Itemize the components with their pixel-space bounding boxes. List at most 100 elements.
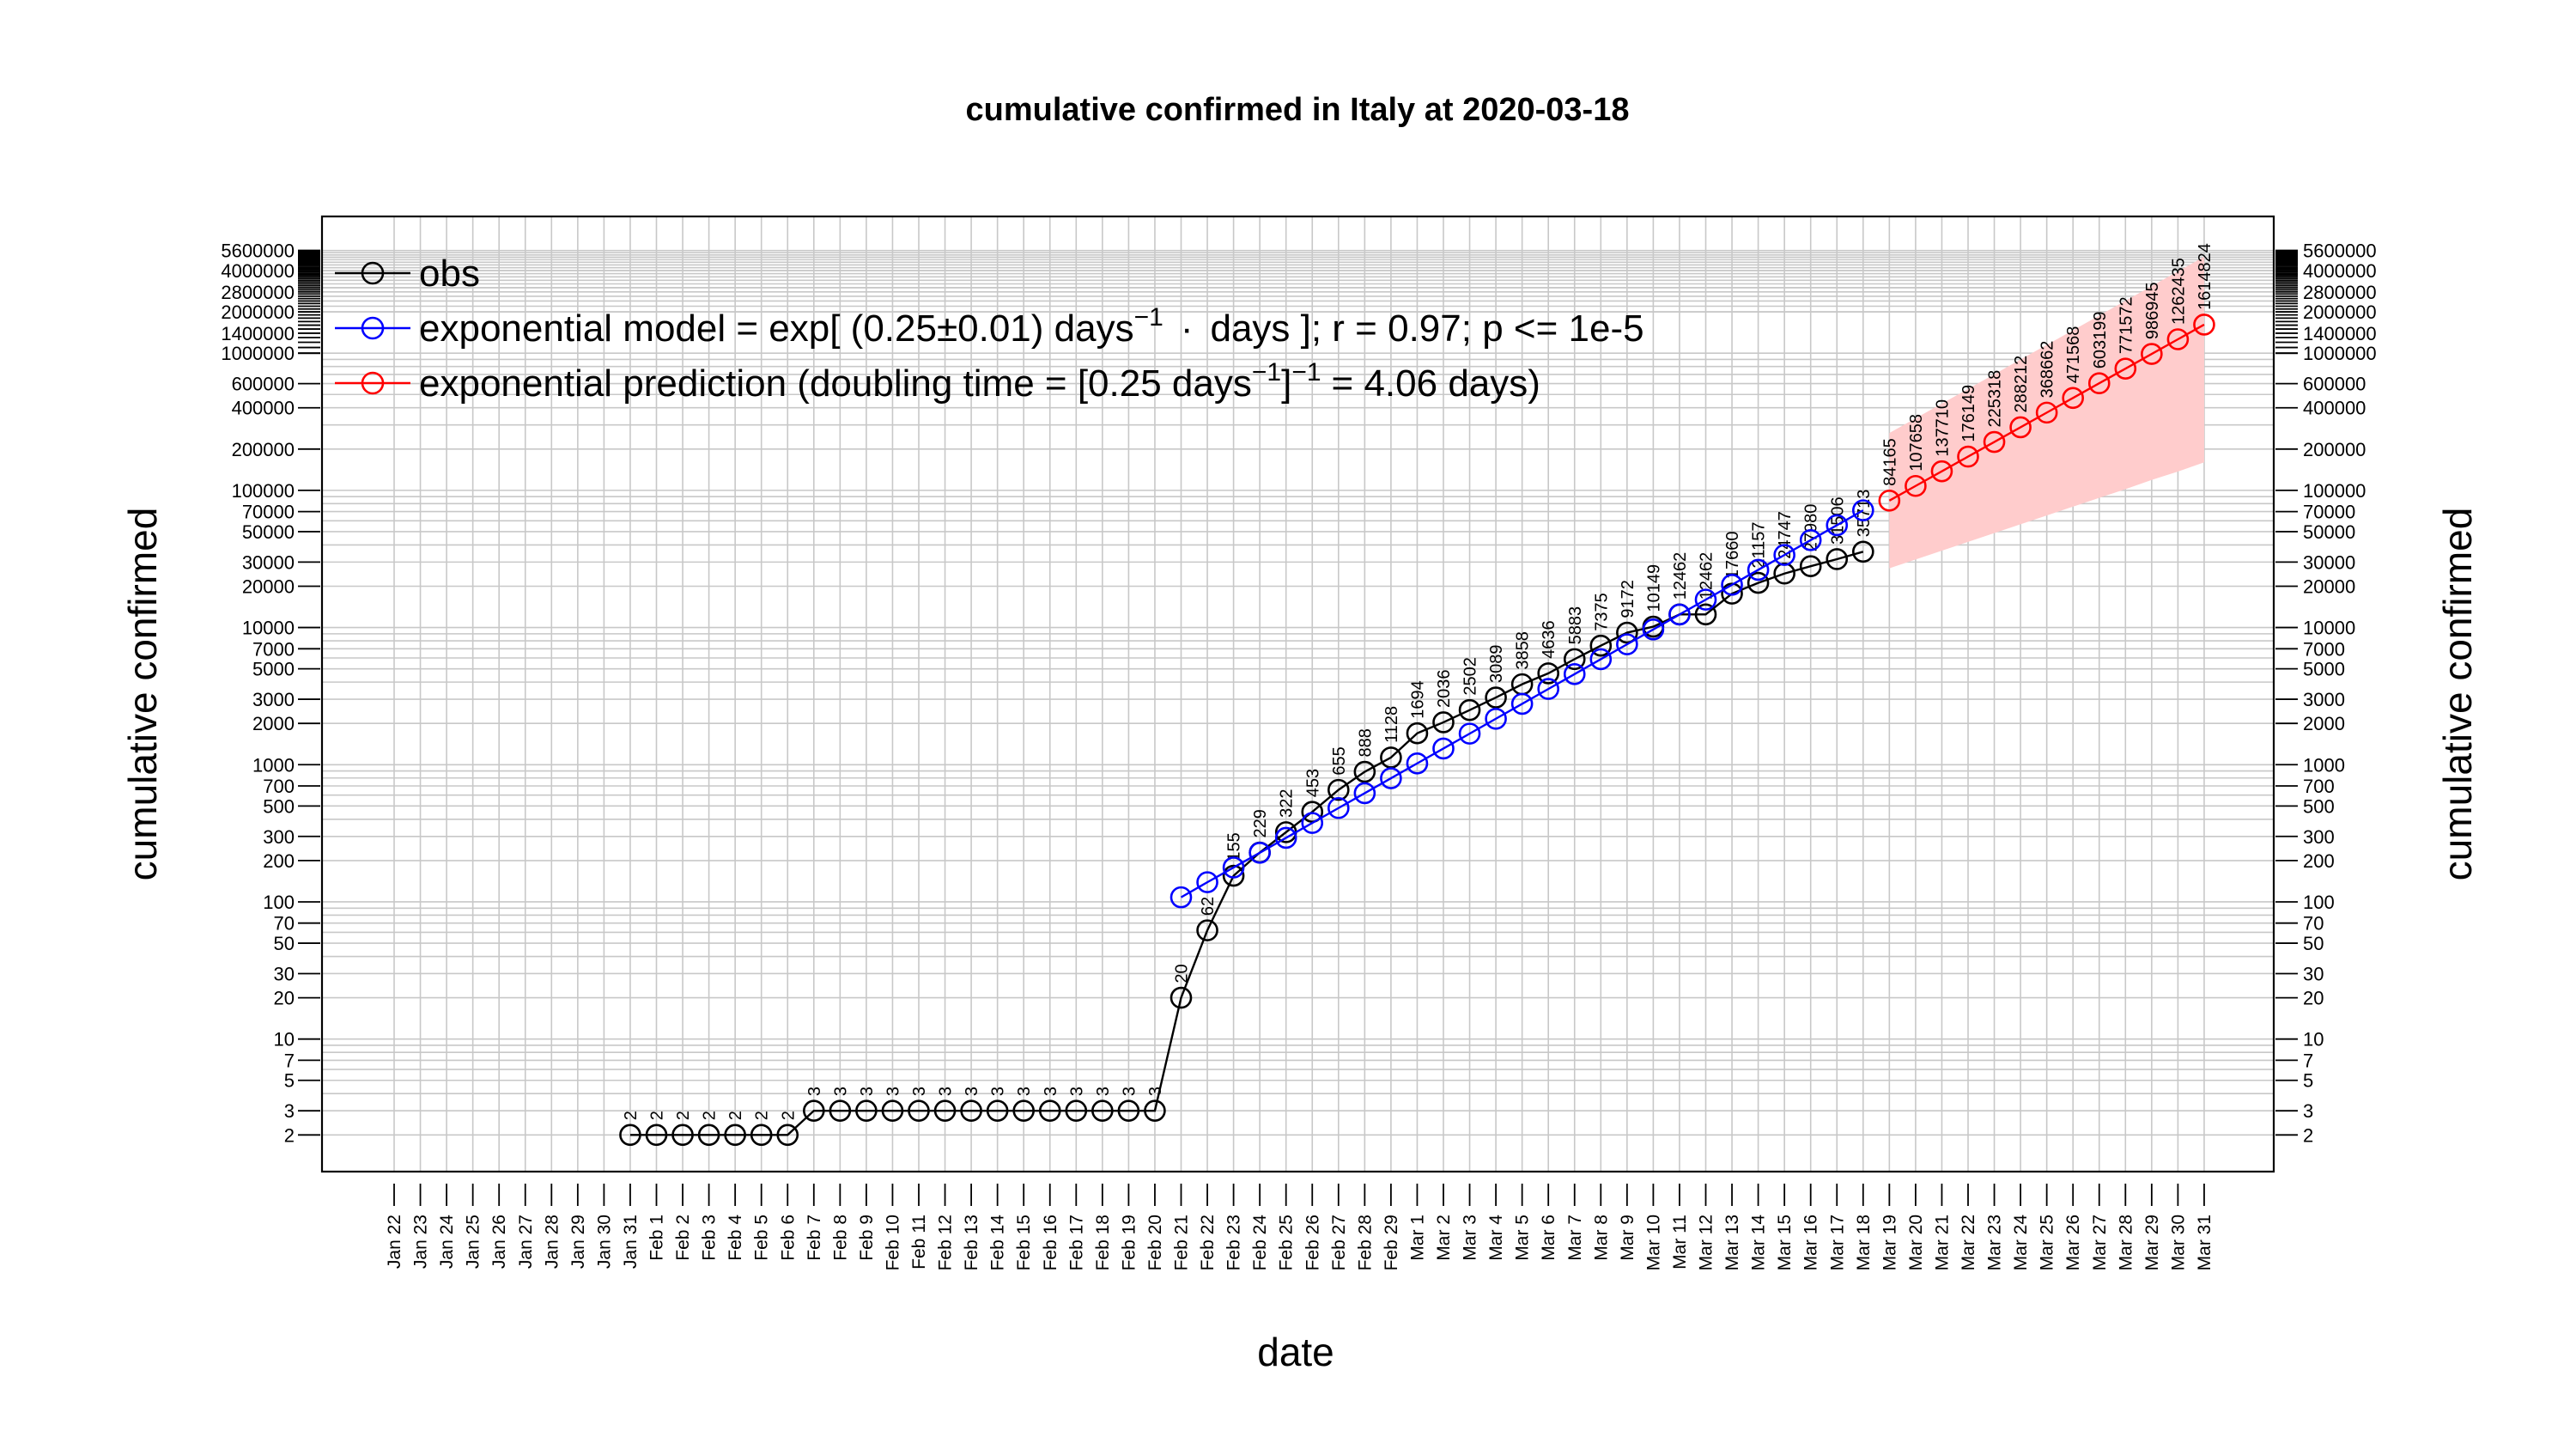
y-tick-label-right: 7 <box>2303 1050 2313 1071</box>
model-point <box>1852 499 1874 521</box>
y-tick-label-left: 1000 <box>252 754 295 776</box>
y-tick-label-right: 1000 <box>2303 754 2345 776</box>
x-tick-label: Mar 9 <box>1618 1215 1637 1261</box>
obs-point <box>1012 1099 1035 1122</box>
x-tick-label: Mar 1 <box>1407 1215 1427 1261</box>
y-tick-label-right: 1400000 <box>2303 323 2377 344</box>
x-tick-label: Jan 27 <box>516 1215 536 1269</box>
x-axis-label: date <box>1257 1330 1334 1374</box>
x-tick-label: Mar 15 <box>1775 1215 1795 1270</box>
obs-point <box>1616 621 1638 644</box>
x-tick-label: Jan 23 <box>411 1215 431 1269</box>
model-point <box>1694 588 1717 611</box>
x-tick-label: Mar 3 <box>1461 1215 1480 1261</box>
y-tick-label-right: 30000 <box>2303 551 2355 573</box>
obs-data-label: 7375 <box>1592 593 1611 631</box>
obs-point <box>933 1099 957 1122</box>
obs-data-label: 9172 <box>1619 580 1637 618</box>
obs-point <box>671 1123 694 1147</box>
x-tick-label: Jan 25 <box>464 1215 483 1269</box>
obs-point <box>1196 919 1218 941</box>
y-tick-label-right: 70000 <box>2303 502 2355 523</box>
x-tick-label: Mar 31 <box>2195 1215 2215 1270</box>
x-tick-label: Jan 29 <box>568 1215 588 1269</box>
model-point <box>1747 558 1770 582</box>
x-tick-label: Feb 12 <box>936 1215 956 1270</box>
y-tick-label-right: 10 <box>2303 1029 2324 1050</box>
obs-data-label: 3089 <box>1487 645 1506 684</box>
obs-data-label: 2 <box>753 1111 772 1120</box>
model-point <box>1826 514 1849 537</box>
y-axis-label-right: cumulative confirmed <box>2435 508 2480 881</box>
y-tick-label-left: 30 <box>274 963 295 984</box>
y-tick-label-left: 1000000 <box>221 343 295 364</box>
prediction-line <box>1888 323 2205 502</box>
grid <box>322 216 2274 1172</box>
x-tick-label: Mar 16 <box>1801 1215 1821 1270</box>
x-tick-label: Feb 14 <box>988 1215 1008 1271</box>
obs-point <box>1327 778 1350 801</box>
y-tick-label-left: 3000 <box>252 689 295 710</box>
obs-data-label: 888 <box>1356 728 1375 757</box>
obs-data-label: 2 <box>674 1111 693 1120</box>
obs-point <box>802 1099 825 1122</box>
y-tick-label-right: 100000 <box>2303 480 2366 502</box>
x-tick-label: Feb 28 <box>1355 1215 1375 1270</box>
x-tick-label: Feb 27 <box>1329 1215 1349 1270</box>
obs-point <box>1065 1099 1088 1122</box>
y-tick-label-right: 200 <box>2303 850 2335 872</box>
prediction-point <box>2035 401 2058 424</box>
x-tick-label: Feb 9 <box>857 1215 877 1261</box>
y-tick-label-right: 400000 <box>2303 398 2366 419</box>
x-tick-label: Mar 24 <box>2011 1215 2031 1271</box>
x-tick-label: Mar 23 <box>1985 1215 2005 1270</box>
model-point <box>1642 618 1665 641</box>
model-point <box>1485 707 1507 730</box>
obs-data-label: 655 <box>1330 746 1349 775</box>
y-tick-label-right: 4000000 <box>2303 260 2377 282</box>
x-tick-label: Mar 21 <box>1932 1215 1952 1270</box>
x-tick-label: Feb 25 <box>1277 1215 1297 1270</box>
x-tick-label: Feb 3 <box>700 1215 720 1261</box>
obs-data-label: 229 <box>1251 809 1270 837</box>
obs-point <box>1773 562 1795 585</box>
obs-data-label: 3 <box>858 1087 877 1096</box>
y-tick-label-right: 2000 <box>2303 713 2345 734</box>
obs-point <box>1144 1099 1166 1122</box>
x-tick-label: Jan 28 <box>542 1215 562 1269</box>
obs-data-label: 3 <box>884 1087 902 1096</box>
obs-data-label: 27980 <box>1802 504 1821 552</box>
x-tick-label: Jan 31 <box>621 1215 641 1269</box>
x-tick-label: Feb 20 <box>1145 1215 1165 1270</box>
obs-point <box>1694 603 1717 626</box>
obs-point <box>1799 555 1822 578</box>
y-tick-label-left: 700 <box>263 776 295 797</box>
x-tick-label: Feb 29 <box>1382 1215 1401 1270</box>
y-tick-label-left: 3 <box>284 1100 295 1122</box>
model-point <box>1616 633 1638 655</box>
y-tick-label-right: 200000 <box>2303 439 2366 460</box>
obs-point <box>1406 722 1429 745</box>
prediction-data-label: 986945 <box>2143 282 2162 339</box>
prediction-data-label: 225318 <box>1986 370 2005 428</box>
model-point <box>1721 573 1743 596</box>
obs-data-label: 21157 <box>1750 521 1769 568</box>
x-tick-label: Feb 1 <box>647 1215 667 1261</box>
x-tick-label: Mar 29 <box>2142 1215 2162 1270</box>
y-tick-label-left: 1400000 <box>221 323 295 344</box>
obs-line <box>629 551 1864 1136</box>
y-tick-label-left: 5600000 <box>221 241 295 262</box>
chart-title: cumulative confirmed in Italy at 2020-03… <box>966 92 1630 128</box>
prediction-point <box>2062 387 2084 410</box>
x-tick-label: Feb 15 <box>1014 1215 1034 1270</box>
obs-data-label: 3 <box>1094 1087 1113 1096</box>
obs-data-label: 1128 <box>1382 706 1401 743</box>
obs-point <box>1117 1099 1140 1122</box>
prediction-data-label: 176149 <box>1959 385 1978 442</box>
y-tick-label-left: 2 <box>284 1124 295 1146</box>
y-tick-label-right: 1000000 <box>2303 343 2377 364</box>
obs-point <box>1563 648 1586 671</box>
obs-point <box>697 1123 720 1147</box>
